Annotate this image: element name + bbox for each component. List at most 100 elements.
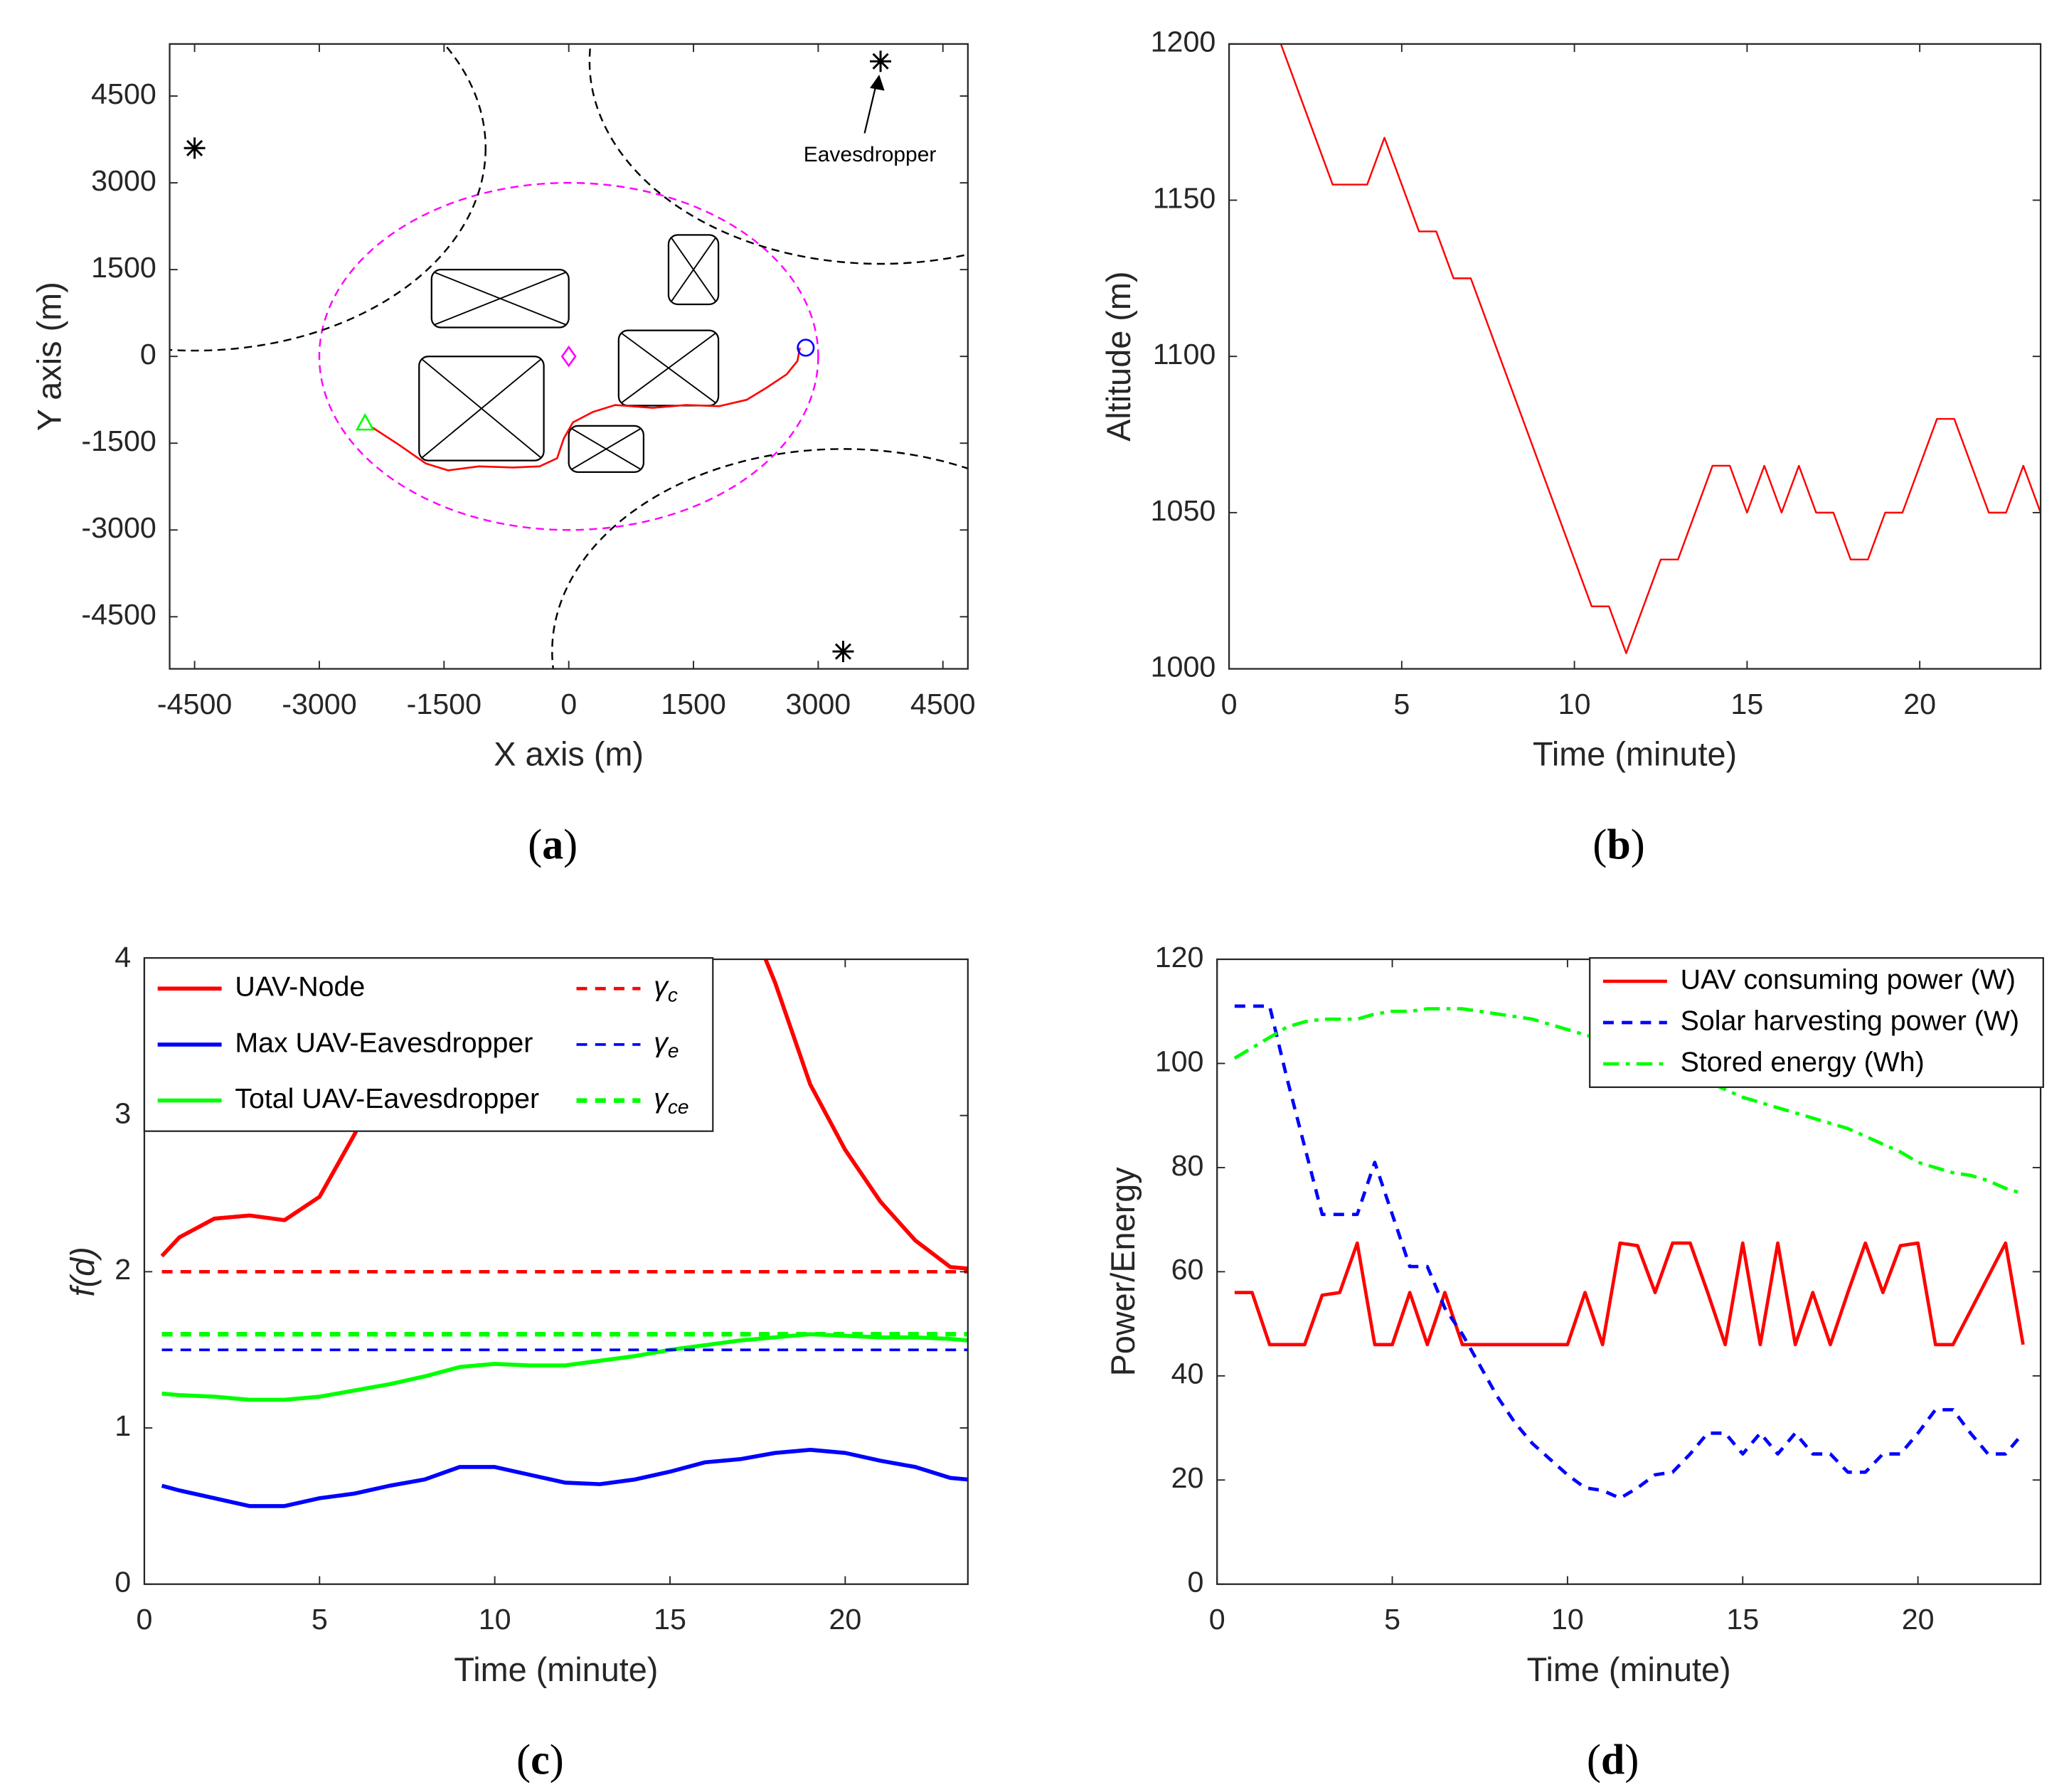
panel-label: (b): [1592, 821, 1644, 868]
obstacle: [667, 234, 720, 306]
legend: UAV consuming power (W) Solar harvesting …: [1589, 956, 2044, 1088]
y-tick-label: 4: [115, 941, 131, 974]
obstacle-box: [430, 269, 570, 329]
x-axis-label: Time (minute): [1527, 1651, 1731, 1688]
obstacle-cross: [621, 332, 716, 404]
node: [560, 345, 577, 368]
y-tick-label: 3000: [91, 164, 156, 197]
y-tick-label: 20: [1171, 1461, 1204, 1494]
x-tick-label: 0: [1221, 688, 1238, 720]
eavesdropper-stroke: [186, 139, 203, 156]
legend-label: Max UAV-Eavesdropper: [235, 1027, 533, 1058]
x-tick-label: 10: [1551, 1603, 1584, 1636]
obstacle-cross: [670, 237, 717, 302]
y-tick-label: 40: [1171, 1358, 1204, 1390]
annotation-arrowhead: [870, 74, 885, 91]
x-tick-label: 10: [479, 1603, 511, 1636]
x-tick-label: 1500: [661, 688, 726, 720]
y-tick-label: 2: [115, 1253, 131, 1286]
x-tick-label: 20: [1903, 688, 1936, 720]
legend-label: γe: [654, 1027, 679, 1062]
legend-label: Stored energy (Wh): [1681, 1046, 1925, 1077]
obstacle-cross: [421, 358, 542, 459]
annotation: Eavesdropper: [804, 143, 937, 166]
y-tick-label: 100: [1155, 1045, 1204, 1077]
y-axis-label: f(d): [64, 1247, 101, 1296]
legend-label: γc: [654, 971, 678, 1006]
x-tick-label: 5: [1384, 1603, 1400, 1636]
x-tick-label: 0: [1209, 1603, 1225, 1636]
obstacle-box: [667, 234, 720, 306]
obstacle: [568, 425, 645, 474]
x-tick-label: -3000: [282, 688, 356, 720]
series-line: [1229, 43, 2041, 654]
obstacle-cross: [434, 272, 567, 326]
x-tick-label: 5: [1393, 688, 1410, 720]
legend-label: UAV consuming power (W): [1681, 964, 2016, 995]
series-line: [161, 1332, 968, 1402]
series-line: [160, 959, 968, 1271]
y-tick-label: 3: [115, 1097, 131, 1130]
obstacle-box: [617, 329, 720, 407]
legend-label: γce: [654, 1083, 688, 1118]
annotation-arrow: [863, 82, 878, 134]
y-tick-label: 1200: [1151, 26, 1216, 58]
y-tick-label: -4500: [81, 598, 156, 631]
eavesdropper: [870, 50, 892, 73]
obstacle-box: [418, 356, 545, 462]
legend-label: Total UAV-Eavesdropper: [235, 1083, 539, 1114]
start-point: [355, 412, 375, 431]
y-tick-label: 120: [1155, 941, 1204, 974]
x-tick-label: 0: [136, 1603, 152, 1636]
end-point: [797, 338, 815, 357]
x-tick-label: 15: [654, 1603, 686, 1636]
x-tick-label: 0: [560, 688, 577, 720]
eavesdropper-range: [588, 43, 968, 265]
obstacle-box: [568, 425, 645, 474]
y-tick-label: -3000: [81, 511, 156, 544]
y-tick-label: 0: [140, 338, 156, 370]
x-tick-label: 5: [312, 1603, 328, 1636]
series-line: [161, 1447, 968, 1508]
y-tick-label: 1: [115, 1409, 131, 1442]
y-tick-label: 80: [1171, 1149, 1204, 1182]
obstacle: [418, 356, 545, 462]
obstacle: [430, 269, 570, 329]
y-tick-label: 1100: [1153, 338, 1216, 370]
x-tick-label: 20: [829, 1603, 861, 1636]
trajectory: [372, 347, 801, 471]
panel-label: (d): [1587, 1736, 1639, 1783]
series-line: [1234, 1241, 2025, 1347]
legend: UAV-Node Max UAV-Eavesdropper Total UAV-Ea…: [143, 956, 714, 1132]
eavesdropper-stroke: [834, 643, 852, 660]
series-line: [1234, 1004, 2025, 1500]
y-tick-label: 1000: [1151, 650, 1216, 683]
eavesdropper: [832, 641, 854, 663]
x-tick-label: 4500: [910, 688, 976, 720]
x-tick-label: 15: [1730, 688, 1763, 720]
x-tick-label: 3000: [786, 688, 851, 720]
y-tick-label: 0: [1188, 1566, 1204, 1599]
x-tick-label: 10: [1558, 688, 1591, 720]
x-tick-label: -4500: [157, 688, 232, 720]
y-tick-label: -1500: [81, 425, 156, 457]
x-axis-label: X axis (m): [494, 736, 644, 773]
axes-background: [169, 43, 968, 669]
obstacle: [617, 329, 720, 407]
panel-label: (c): [516, 1736, 564, 1783]
y-axis-label: Power/Energy: [1105, 1167, 1142, 1377]
x-tick-label: 15: [1726, 1603, 1759, 1636]
y-tick-label: 0: [115, 1566, 131, 1599]
axes-background: [1229, 43, 2041, 669]
legend-label: UAV-Node: [235, 971, 365, 1003]
x-axis-label: Time (minute): [1533, 736, 1737, 773]
y-tick-label: 1500: [91, 251, 156, 284]
y-tick-label: 4500: [91, 78, 156, 110]
x-axis-label: Time (minute): [454, 1651, 658, 1688]
x-tick-label: -1500: [407, 688, 482, 720]
eavesdropper-stroke: [872, 53, 889, 70]
eavesdropper-range: [169, 43, 486, 352]
y-tick-label: 1150: [1153, 181, 1216, 214]
